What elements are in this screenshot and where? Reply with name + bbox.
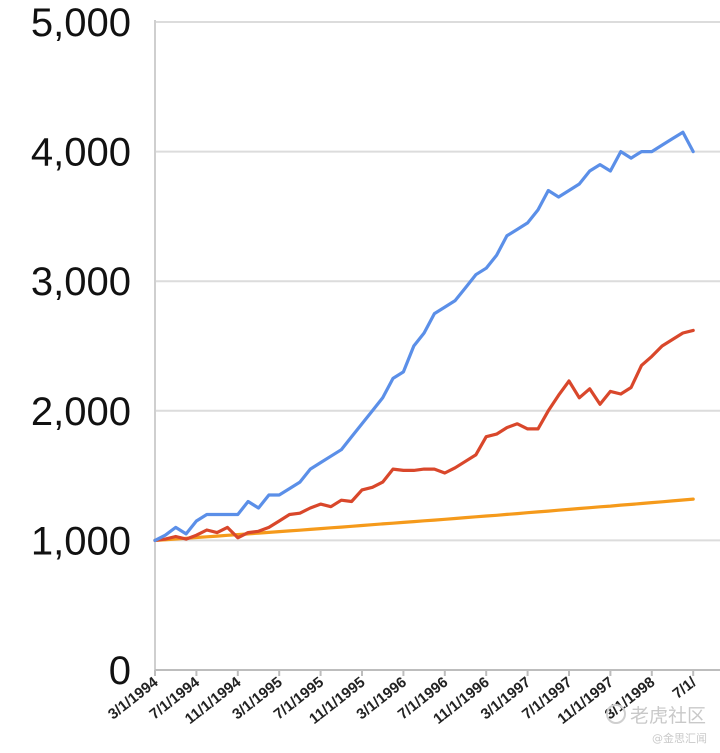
series-line-2: [153, 328, 695, 543]
y-tick-label: 3,000: [31, 260, 131, 304]
series-line-1: [153, 130, 695, 543]
y-tick-label: 5,000: [31, 1, 131, 45]
x-tick-label: 7/1/: [669, 673, 700, 702]
y-tick-label: 2,000: [31, 390, 131, 434]
x-axis-ticks: 3/1/19947/1/199411/1/19943/1/19957/1/199…: [105, 670, 700, 728]
y-axis-ticks: 0 1,000 2,000 3,000 4,000 5,000: [31, 1, 131, 693]
watermark-logo-icon: [606, 704, 626, 724]
watermark: 老虎社区 @金思汇闻: [606, 704, 707, 745]
y-tick-label: 1,000: [31, 519, 131, 563]
y-tick-label: 0: [109, 649, 131, 693]
watermark-subtext: @金思汇闻: [652, 731, 707, 745]
watermark-text: 老虎社区: [630, 705, 706, 727]
gridlines: [155, 21, 720, 542]
axes: [154, 20, 720, 671]
series-lines: [153, 130, 695, 543]
y-tick-label: 4,000: [31, 131, 131, 175]
